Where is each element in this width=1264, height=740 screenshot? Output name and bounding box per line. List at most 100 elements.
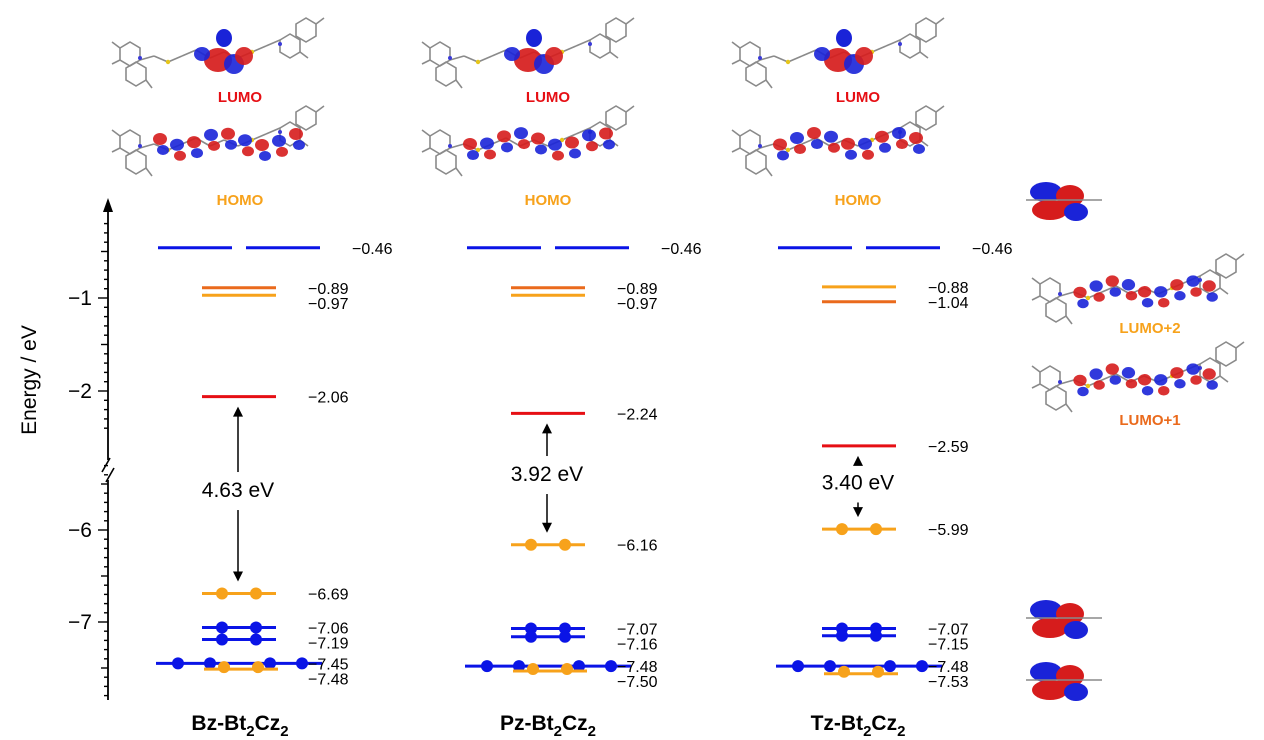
lumo-label: LUMO <box>836 89 880 106</box>
electron <box>250 587 262 600</box>
electron <box>561 663 573 675</box>
electron <box>836 523 848 536</box>
lumo-orbital-picture <box>731 17 945 89</box>
electron <box>527 663 539 675</box>
molecule-columns: −0.46−0.89−0.97−2.06−6.69−7.06−7.19−7.45… <box>156 241 1013 740</box>
electron <box>296 657 308 670</box>
electron <box>216 633 228 646</box>
electron <box>838 665 850 678</box>
electron <box>172 657 184 670</box>
homo-orbital-picture <box>421 105 635 177</box>
energy-value-label: −6.16 <box>617 538 658 555</box>
energy-value-label: −0.97 <box>617 296 658 313</box>
electron <box>870 629 882 642</box>
electron <box>264 657 276 670</box>
molecule-name-sub: 2 <box>863 723 871 740</box>
electron <box>559 538 571 551</box>
side-orbital-pictures: LUMO+2 LUMO+1 <box>1026 182 1245 701</box>
y-axis-arrow-head <box>103 198 113 212</box>
energy-value-label: −7.48 <box>308 671 349 688</box>
energy-value-label: −7.06 <box>308 621 349 638</box>
energy-value-label: −0.88 <box>928 280 969 297</box>
gap-arrow-head <box>853 455 863 466</box>
electron <box>525 630 537 643</box>
molecule-column: −0.46 −0.89−0.97 −2.06 −6.69 −7.06−7.19 −7.45… <box>156 241 393 740</box>
molecule-name-mid: Cz <box>562 712 588 735</box>
side-orbital-mid <box>1026 600 1102 639</box>
energy-value-label: −7.48 <box>617 659 658 676</box>
gap-arrow-head <box>542 423 552 434</box>
electron <box>884 660 896 673</box>
molecule-name-prefix: Pz-Bt <box>500 712 554 735</box>
lumo-label: LUMO <box>218 89 262 106</box>
molecule-column: −0.46 −0.88−1.04 −2.59 −5.99 −7.07−7.15 −7.48… <box>776 241 1013 740</box>
molecule-column: −0.46 −0.89−0.97 −2.24 −6.16 −7.07−7.16 −7.48… <box>465 241 702 740</box>
band-gap-label: 3.40 eV <box>822 471 894 494</box>
electron <box>525 538 537 551</box>
homo-orbital-picture <box>731 105 945 177</box>
lumo-plus-1-picture <box>1031 341 1245 413</box>
band-gap-label: 3.92 eV <box>511 463 583 486</box>
electron <box>872 665 884 678</box>
side-orbital-bottom <box>1026 662 1102 701</box>
energy-value-label: −2.06 <box>308 390 349 407</box>
lumo-orbital-picture <box>421 17 635 89</box>
energy-value-label: −7.16 <box>617 636 658 653</box>
molecule-name-sub: 2 <box>246 723 254 740</box>
molecule-name: Bz-Bt2Cz2 <box>191 712 288 740</box>
gap-arrow-head <box>853 507 863 518</box>
electron <box>481 660 493 673</box>
electron <box>792 660 804 673</box>
electron <box>216 621 228 634</box>
molecule-name-sub: 2 <box>554 723 562 740</box>
gap-arrow-head <box>233 406 243 417</box>
electron <box>204 657 216 670</box>
electron <box>250 621 262 634</box>
electron <box>216 587 228 600</box>
energy-value-label: −6.69 <box>308 586 349 603</box>
electron <box>513 660 525 673</box>
energy-value-label: −7.48 <box>928 659 969 676</box>
energy-value-label: −0.46 <box>972 241 1013 258</box>
molecule-name-sub: 2 <box>280 723 288 740</box>
energy-value-label: −7.50 <box>617 674 658 691</box>
y-tick-label: −7 <box>68 611 92 634</box>
gap-arrow-head <box>233 571 243 582</box>
electron <box>870 523 882 536</box>
molecule-name: Pz-Bt2Cz2 <box>500 712 596 740</box>
electron <box>559 622 571 635</box>
y-tick-label: −2 <box>68 380 92 403</box>
y-tick-label: −1 <box>68 287 92 310</box>
axis-break-mark <box>105 467 115 483</box>
energy-value-label: −0.46 <box>661 241 702 258</box>
energy-value-label: −7.45 <box>308 656 349 673</box>
electron <box>250 633 262 646</box>
gap-arrow-head <box>542 522 552 533</box>
homo-label: HOMO <box>525 192 572 209</box>
y-tick-label: −6 <box>68 519 92 542</box>
band-gap-label: 4.63 eV <box>202 479 274 502</box>
energy-value-label: −7.15 <box>928 636 969 653</box>
homo-label: HOMO <box>835 192 882 209</box>
side-orbital-label: LUMO+1 <box>1119 412 1180 429</box>
energy-value-label: −0.89 <box>308 281 349 298</box>
y-axis: −1 −2 −6 −7 Energy / eV <box>18 198 115 700</box>
homo-orbital-picture <box>111 105 325 177</box>
molecule-name-prefix: Bz-Bt <box>191 712 246 735</box>
energy-value-label: −0.46 <box>352 241 393 258</box>
energy-value-label: −7.19 <box>308 636 349 653</box>
electron <box>218 661 230 674</box>
side-orbital-top <box>1026 182 1102 221</box>
electron <box>559 630 571 643</box>
electron <box>252 661 264 674</box>
electron <box>573 660 585 673</box>
lumo-label: LUMO <box>526 89 570 106</box>
energy-value-label: −7.07 <box>617 621 658 638</box>
molecule-name-mid: Cz <box>255 712 281 735</box>
molecule-name-sub: 2 <box>588 723 596 740</box>
lumo-plus-2-picture <box>1031 253 1245 325</box>
energy-value-label: −0.89 <box>617 281 658 298</box>
energy-value-label: −7.07 <box>928 621 969 638</box>
molecule-name-mid: Cz <box>871 712 897 735</box>
